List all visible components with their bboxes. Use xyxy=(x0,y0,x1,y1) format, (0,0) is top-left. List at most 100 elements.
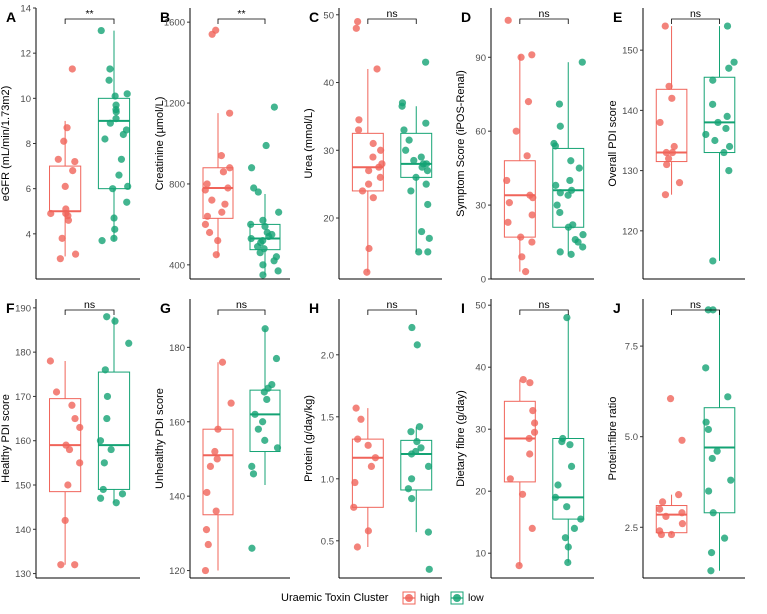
data-point xyxy=(109,185,117,193)
box xyxy=(552,438,585,520)
data-point xyxy=(105,76,113,84)
data-point xyxy=(69,167,77,175)
y-tick-label: 20 xyxy=(475,487,486,498)
series-high xyxy=(655,22,688,199)
data-point xyxy=(214,425,222,433)
data-point xyxy=(261,325,269,333)
series-high xyxy=(201,358,235,575)
data-point xyxy=(107,445,115,454)
data-point xyxy=(248,462,256,470)
data-point xyxy=(418,227,426,236)
data-point xyxy=(709,509,717,517)
data-point xyxy=(373,65,381,73)
data-point xyxy=(124,182,132,191)
y-tick-label: 130 xyxy=(622,166,638,177)
y-tick-label: 190 xyxy=(15,303,31,314)
data-point xyxy=(566,441,574,449)
data-point xyxy=(574,238,582,246)
data-point xyxy=(202,526,211,534)
data-point xyxy=(555,100,564,108)
data-point xyxy=(262,141,270,150)
data-point xyxy=(662,148,670,157)
y-axis-label: Urea (mmol/L) xyxy=(303,108,315,178)
legend-item-high: high xyxy=(402,591,440,605)
data-point xyxy=(725,167,733,175)
legend-key-high-dot xyxy=(405,594,413,602)
data-point xyxy=(251,410,259,418)
data-point xyxy=(556,248,564,256)
data-point xyxy=(529,194,537,202)
data-point xyxy=(351,478,359,487)
data-point xyxy=(249,470,258,478)
y-axis-label: Protein (g/day/kg) xyxy=(303,395,315,482)
y-tick-label: 7.5 xyxy=(625,342,638,353)
data-point xyxy=(208,30,216,38)
data-point xyxy=(678,509,686,517)
data-point xyxy=(722,124,730,133)
data-point xyxy=(579,243,587,251)
data-point xyxy=(377,146,385,154)
y-tick-label: 150 xyxy=(622,46,638,57)
data-point xyxy=(518,490,527,498)
data-point xyxy=(422,58,430,66)
data-point xyxy=(705,487,713,495)
data-point xyxy=(505,199,513,207)
data-point xyxy=(201,186,209,194)
data-point xyxy=(248,544,256,552)
data-point xyxy=(274,267,282,275)
data-point xyxy=(354,126,363,134)
data-point xyxy=(100,459,108,467)
data-point xyxy=(253,243,262,251)
y-tick-label: 150 xyxy=(15,481,31,492)
data-point xyxy=(112,499,120,507)
data-point xyxy=(503,176,511,185)
data-point xyxy=(211,447,219,456)
significance-bracket xyxy=(519,18,569,24)
significance-label: ns xyxy=(84,299,95,311)
y-axis-label: Healthy PDI score xyxy=(0,394,12,483)
y-tick-label: 60 xyxy=(475,127,486,138)
panel-C: C 20 30 40 50 Urea (mmol/L) ns xyxy=(303,8,442,280)
data-point xyxy=(730,58,738,66)
data-point xyxy=(528,238,536,246)
y-tick-label: 120 xyxy=(169,566,185,577)
significance-bracket xyxy=(671,309,720,315)
y-tick-label: 0.5 xyxy=(321,536,334,547)
data-point xyxy=(412,173,420,181)
data-point xyxy=(71,250,80,258)
data-point xyxy=(709,257,717,265)
data-point xyxy=(525,434,533,443)
panel-E: E 120 130 140 150 Overall PDI score ns xyxy=(607,8,745,280)
series-low xyxy=(702,22,738,265)
data-point xyxy=(52,388,61,396)
data-point xyxy=(371,454,380,462)
significance-label: ns xyxy=(386,8,397,20)
y-tick-label: 10 xyxy=(475,549,486,560)
y-tick-label: 140 xyxy=(15,525,31,536)
data-point xyxy=(424,200,432,209)
data-point xyxy=(526,379,534,387)
data-point xyxy=(522,268,530,276)
data-point xyxy=(214,236,222,245)
data-point xyxy=(408,323,416,332)
data-point xyxy=(404,485,412,493)
data-point xyxy=(504,16,512,24)
data-point xyxy=(567,462,576,470)
y-tick-label: 140 xyxy=(622,106,638,117)
data-point xyxy=(563,314,571,322)
y-tick-label: 4 xyxy=(26,229,31,240)
data-point xyxy=(713,447,721,455)
data-point xyxy=(702,418,710,426)
panel-G: G 120 140 160 180 Unhealthy PDI score ns xyxy=(154,299,290,579)
data-point xyxy=(704,425,712,434)
y-tick-label: 6 xyxy=(26,184,31,195)
significance-bracket xyxy=(671,18,720,24)
data-point xyxy=(218,208,226,216)
data-point xyxy=(720,148,728,157)
data-point xyxy=(523,152,531,160)
data-point xyxy=(106,65,114,73)
data-point xyxy=(68,65,76,73)
data-point xyxy=(103,313,111,321)
significance-label: ns xyxy=(690,8,701,20)
